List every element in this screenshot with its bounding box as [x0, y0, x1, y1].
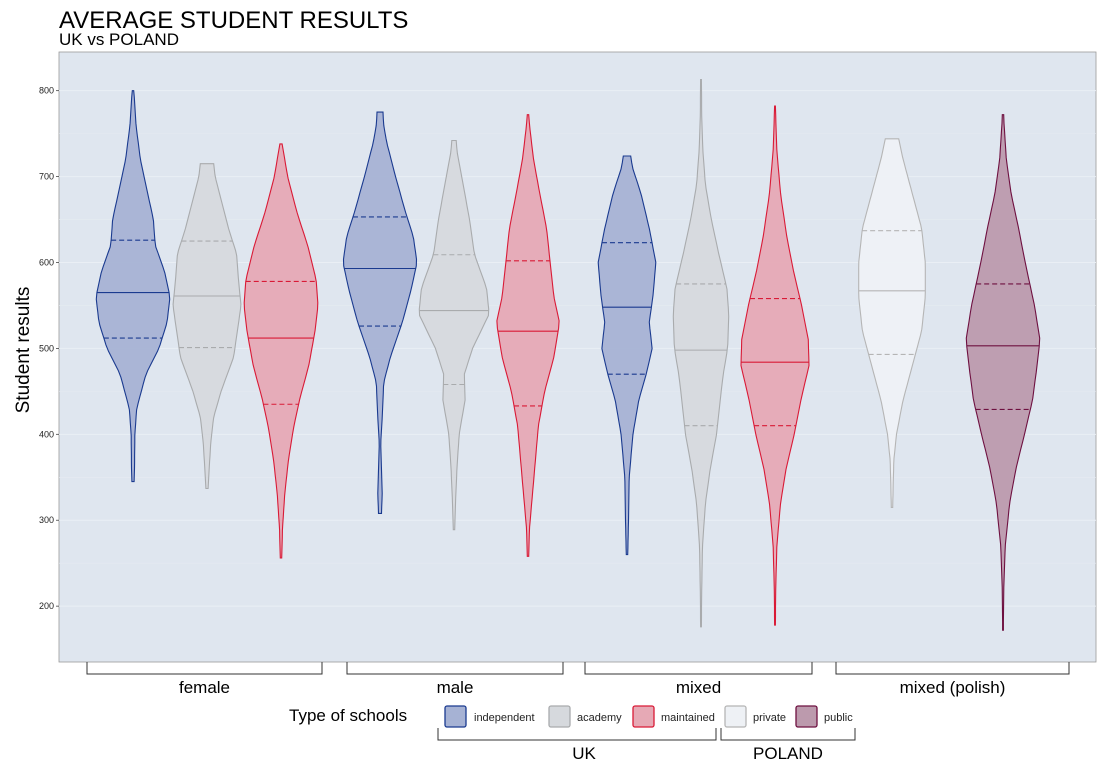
y-tick-label: 600	[39, 257, 54, 267]
legend-item-public: public	[795, 705, 853, 728]
y-tick-label: 700	[39, 172, 54, 182]
legend-group-bracket	[720, 728, 856, 741]
legend-label-academy: academy	[577, 712, 622, 724]
legend-key-public	[795, 705, 818, 728]
legend-label-independent: independent	[474, 712, 535, 724]
legend-item-private: private	[724, 705, 786, 728]
violin-mixed-academy	[672, 78, 730, 628]
y-tick-label: 300	[39, 515, 54, 525]
group-bracket	[584, 662, 813, 675]
legend-item-academy: academy	[548, 705, 622, 728]
violin-male-independent	[342, 111, 418, 514]
violin-body	[858, 138, 926, 508]
legend-group-label: POLAND	[753, 744, 823, 763]
y-tick-label: 400	[39, 429, 54, 439]
violin-mixed-independent	[597, 155, 657, 556]
legend-label-private: private	[753, 712, 786, 724]
legend-item-maintained: maintained	[632, 705, 715, 728]
violin-male-academy	[418, 139, 490, 531]
violin-body	[418, 139, 490, 531]
violin-body	[672, 78, 730, 628]
legend-item-independent: independent	[444, 705, 535, 728]
violin-body	[172, 163, 242, 490]
legend-key-maintained	[632, 705, 655, 728]
y-tick-label: 200	[39, 601, 54, 611]
chart-subtitle: UK vs POLAND	[59, 30, 179, 49]
y-tick-label: 800	[39, 86, 54, 96]
violin-male-maintained	[496, 114, 560, 557]
violin-body	[965, 114, 1041, 631]
group-brackets: female male mixed mixed (polish)	[86, 662, 1070, 697]
group-bracket	[346, 662, 564, 675]
y-tick-label: 500	[39, 343, 54, 353]
group-label: mixed	[676, 678, 721, 697]
legend-label-maintained: maintained	[661, 712, 715, 724]
y-axis-label: Student results	[13, 287, 34, 414]
legend: independent academy maintained private publi…	[437, 705, 856, 763]
violin-female-independent	[95, 90, 171, 483]
group-label: male	[437, 678, 474, 697]
violin-mixed-polish--public	[965, 114, 1041, 631]
violin-female-maintained	[243, 143, 319, 559]
legend-group-bracket	[437, 728, 717, 741]
violin-mixed-polish--private	[858, 138, 926, 508]
legend-title: Type of schools	[289, 706, 407, 725]
violins	[95, 78, 1041, 631]
group-label: mixed (polish)	[900, 678, 1006, 697]
violin-body	[342, 111, 418, 514]
violin-body	[740, 105, 810, 626]
group-bracket	[86, 662, 323, 675]
violin-body	[243, 143, 319, 559]
legend-key-independent	[444, 705, 467, 728]
group-bracket	[835, 662, 1070, 675]
legend-label-public: public	[824, 712, 853, 724]
legend-key-academy	[548, 705, 571, 728]
y-axis-ticks: 200 300 400 500 600 700 800	[39, 86, 59, 611]
violin-body	[496, 114, 560, 557]
violin-female-academy	[172, 163, 242, 490]
chart-title: AVERAGE STUDENT RESULTS	[59, 7, 408, 34]
group-label: female	[179, 678, 230, 697]
violin-body	[597, 155, 657, 556]
violin-body	[95, 90, 171, 483]
violin-mixed-maintained	[740, 105, 810, 626]
legend-group-label: UK	[572, 744, 596, 763]
legend-key-private	[724, 705, 747, 728]
